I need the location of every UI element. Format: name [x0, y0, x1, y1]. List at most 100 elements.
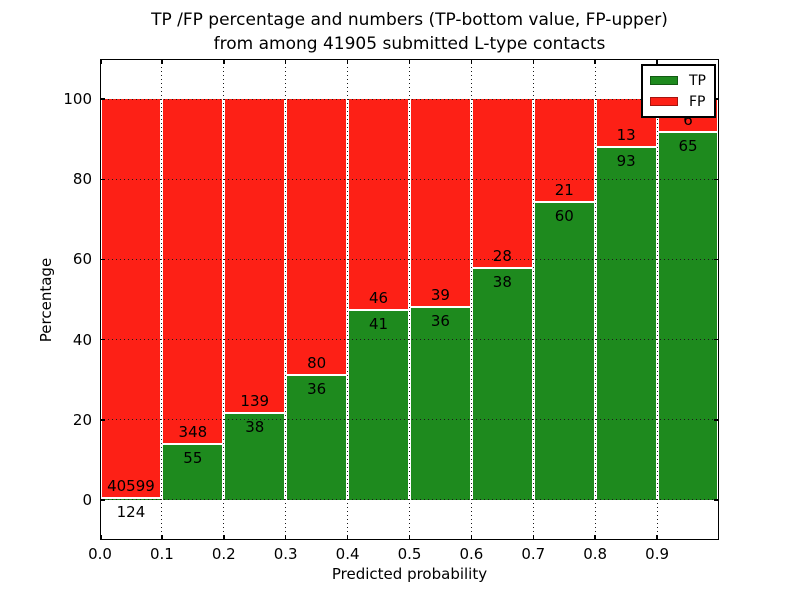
x-tick-mark-bottom: [408, 535, 411, 540]
y-tick-mark-left: [100, 419, 105, 421]
bar-fp-segment: [534, 99, 594, 203]
bar-fp-count-label: 46: [369, 289, 389, 308]
gridline-vertical-0.2: [223, 59, 225, 540]
legend-entry-fp: FP: [650, 91, 706, 112]
legend: TP FP: [641, 64, 716, 118]
bar-tp-count-label: 38: [245, 417, 265, 436]
gridline-vertical-0.3: [285, 59, 287, 540]
bar-fp-segment: [472, 99, 532, 270]
x-tick-mark-bottom: [223, 535, 225, 540]
bar-fp-segment: [101, 99, 161, 499]
y-axis-label: Percentage: [37, 257, 55, 343]
bar-tp-count-label: 65: [678, 136, 698, 155]
y-tick-mark-right: [714, 98, 719, 100]
legend-swatch-fp: [650, 97, 678, 106]
x-tick-label-0.0: 0.0: [88, 545, 112, 563]
bar-tp-segment: [472, 269, 532, 500]
x-tick-mark-top: [717, 59, 719, 64]
x-tick-mark-bottom: [346, 535, 349, 540]
y-tick-label-40: 40: [72, 330, 92, 349]
bar-fp-count-label: 80: [307, 353, 327, 372]
bar-fp-segment: [163, 99, 223, 446]
y-tick-mark-right: [714, 258, 719, 261]
x-tick-label-0.2: 0.2: [211, 545, 236, 563]
bar-fp-segment: [225, 99, 285, 414]
bar-fp-count-label: 40599: [107, 476, 155, 495]
y-tick-label-60: 60: [72, 250, 92, 269]
gridline-vertical-0.1: [161, 59, 163, 540]
bar-fp-segment: [411, 99, 470, 308]
y-tick-label-100: 100: [63, 90, 92, 109]
x-tick-mark-top: [161, 59, 163, 64]
x-tick-mark-top: [223, 59, 225, 64]
bar-tp-segment: [658, 132, 718, 500]
chart-title-line1: TP /FP percentage and numbers (TP-bottom…: [151, 10, 668, 30]
bar-fp-count-label: 28: [492, 247, 512, 266]
y-tick-mark-left: [100, 178, 105, 180]
bar-tp-segment: [534, 203, 594, 500]
bar-fp-count-label: 348: [178, 423, 208, 442]
x-tick-mark-bottom: [656, 535, 658, 540]
legend-entry-tp: TP: [650, 70, 706, 91]
bar-tp-count-label: 60: [554, 207, 574, 225]
x-tick-mark-top: [532, 59, 535, 64]
x-tick-mark-bottom: [532, 535, 535, 540]
bar-fp-segment: [287, 99, 347, 376]
x-tick-mark-top: [656, 59, 658, 64]
x-tick-mark-top: [284, 59, 287, 64]
bar-tp-count-label: 55: [183, 449, 203, 468]
x-tick-label-0.6: 0.6: [459, 545, 484, 563]
x-tick-label-0.5: 0.5: [397, 545, 422, 563]
y-tick-label-0: 0: [82, 490, 92, 509]
y-tick-mark-right: [714, 499, 719, 501]
plot-area: TP FP 40599 124 348 55 139 38 80 36 46 41 39 36 28 38…: [100, 59, 719, 540]
y-tick-mark-left: [100, 499, 105, 501]
bar-fp-count-label: 139: [240, 391, 270, 410]
bar-tp-count-label: 36: [430, 311, 450, 330]
gridline-vertical-0.8: [594, 59, 596, 540]
x-tick-label-0.7: 0.7: [521, 545, 546, 563]
gridline-vertical-0.9: [656, 59, 658, 540]
y-tick-mark-left: [100, 98, 105, 100]
bar-fp-count-label: 6: [683, 110, 693, 129]
bar-tp-segment: [596, 148, 656, 500]
bar-tp-segment: [287, 375, 347, 500]
y-tick-label-80: 80: [72, 170, 92, 189]
bar-tp-segment: [349, 311, 408, 500]
bar-tp-count-label: 124: [116, 502, 146, 521]
gridline-vertical-0.5: [409, 59, 410, 540]
gridline-vertical-0.4: [347, 59, 349, 540]
bar-fp-count-label: 39: [430, 285, 450, 304]
x-tick-mark-bottom: [470, 535, 473, 540]
bar-fp-segment: [349, 99, 408, 311]
bar-tp-segment: [225, 413, 285, 500]
x-tick-mark-top: [346, 59, 349, 64]
bar-tp-segment: [411, 307, 470, 500]
x-tick-label-0.1: 0.1: [149, 545, 174, 563]
x-tick-mark-top: [594, 59, 596, 64]
x-tick-mark-bottom: [161, 535, 163, 540]
gridline-vertical-0.6: [470, 59, 472, 540]
chart-title: TP /FP percentage and numbers (TP-bottom…: [100, 8, 719, 56]
chart-title-line2: from among 41905 submitted L-type contac…: [213, 34, 606, 54]
x-tick-mark-bottom: [594, 535, 596, 540]
x-tick-mark-bottom: [284, 535, 287, 540]
bar-tp-count-label: 93: [616, 152, 636, 171]
bar-fp-count-label: 21: [554, 181, 574, 200]
legend-swatch-tp: [650, 76, 678, 85]
bar-tp-count-label: 41: [369, 315, 389, 334]
y-tick-mark-left: [100, 258, 105, 261]
bar-fp-count-label: 13: [616, 126, 636, 145]
legend-label-fp: FP: [689, 93, 706, 110]
legend-label-tp: TP: [689, 72, 706, 89]
gridline-vertical-0.7: [532, 59, 534, 540]
y-tick-mark-right: [714, 178, 719, 180]
x-tick-mark-bottom: [717, 535, 719, 540]
bar-tp-count-label: 38: [492, 273, 512, 292]
x-tick-mark-top: [408, 59, 411, 64]
y-tick-mark-right: [714, 338, 719, 341]
x-tick-label-0.4: 0.4: [335, 545, 360, 563]
x-tick-mark-bottom: [100, 535, 102, 540]
y-tick-mark-right: [714, 419, 719, 421]
